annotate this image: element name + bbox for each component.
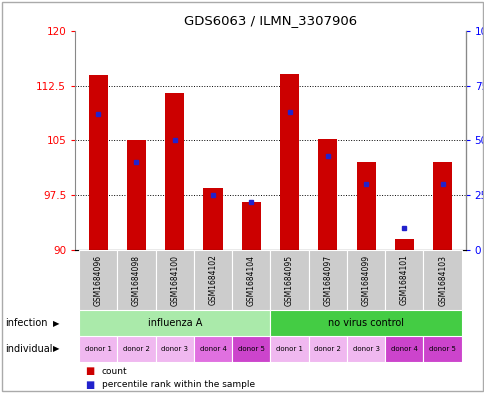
Text: donor 2: donor 2 bbox=[123, 346, 150, 352]
Bar bbox=[346, 336, 384, 362]
Bar bbox=[270, 310, 461, 336]
Text: ■: ■ bbox=[85, 380, 94, 390]
Bar bbox=[165, 93, 184, 250]
Text: GSM1684098: GSM1684098 bbox=[132, 255, 141, 305]
Text: GSM1684099: GSM1684099 bbox=[361, 254, 370, 306]
Bar bbox=[308, 250, 346, 310]
Bar bbox=[432, 162, 451, 250]
Bar bbox=[117, 336, 155, 362]
Bar bbox=[308, 336, 346, 362]
Bar bbox=[232, 250, 270, 310]
Bar bbox=[423, 336, 461, 362]
Text: donor 3: donor 3 bbox=[352, 346, 379, 352]
Bar bbox=[89, 75, 107, 250]
Bar bbox=[203, 188, 222, 250]
Bar bbox=[384, 250, 423, 310]
Text: influenza A: influenza A bbox=[147, 318, 201, 328]
Text: GSM1684102: GSM1684102 bbox=[208, 255, 217, 305]
Bar bbox=[194, 250, 232, 310]
Text: ■: ■ bbox=[85, 366, 94, 376]
Bar bbox=[117, 250, 155, 310]
Text: donor 2: donor 2 bbox=[314, 346, 341, 352]
Text: donor 4: donor 4 bbox=[390, 346, 417, 352]
Bar bbox=[346, 250, 384, 310]
Text: donor 5: donor 5 bbox=[237, 346, 264, 352]
Bar bbox=[279, 73, 299, 250]
Text: GSM1684095: GSM1684095 bbox=[285, 254, 293, 306]
Text: count: count bbox=[102, 367, 127, 376]
Bar bbox=[384, 336, 423, 362]
Text: GSM1684096: GSM1684096 bbox=[93, 254, 103, 306]
Bar bbox=[79, 310, 270, 336]
Bar bbox=[127, 140, 146, 250]
Bar bbox=[155, 250, 194, 310]
Text: GSM1684103: GSM1684103 bbox=[437, 255, 446, 305]
Bar bbox=[423, 250, 461, 310]
Bar bbox=[79, 250, 117, 310]
Text: GSM1684104: GSM1684104 bbox=[246, 255, 255, 305]
Text: ▶: ▶ bbox=[52, 319, 59, 328]
Bar bbox=[318, 139, 337, 250]
Text: donor 5: donor 5 bbox=[428, 346, 455, 352]
Bar bbox=[270, 336, 308, 362]
Bar bbox=[270, 250, 308, 310]
Title: GDS6063 / ILMN_3307906: GDS6063 / ILMN_3307906 bbox=[183, 15, 356, 28]
Bar bbox=[356, 162, 375, 250]
Text: no virus control: no virus control bbox=[327, 318, 403, 328]
Bar bbox=[232, 336, 270, 362]
Text: GSM1684097: GSM1684097 bbox=[323, 254, 332, 306]
Bar bbox=[394, 239, 413, 250]
Text: GSM1684100: GSM1684100 bbox=[170, 255, 179, 305]
Text: ▶: ▶ bbox=[52, 344, 59, 353]
Text: GSM1684101: GSM1684101 bbox=[399, 255, 408, 305]
Bar bbox=[79, 336, 117, 362]
Text: percentile rank within the sample: percentile rank within the sample bbox=[102, 380, 255, 389]
Text: individual: individual bbox=[5, 344, 52, 354]
Bar bbox=[155, 336, 194, 362]
Text: donor 3: donor 3 bbox=[161, 346, 188, 352]
Text: donor 1: donor 1 bbox=[275, 346, 302, 352]
Bar bbox=[194, 336, 232, 362]
Bar bbox=[241, 202, 260, 250]
Text: donor 4: donor 4 bbox=[199, 346, 226, 352]
Text: infection: infection bbox=[5, 318, 47, 328]
Text: donor 1: donor 1 bbox=[85, 346, 111, 352]
